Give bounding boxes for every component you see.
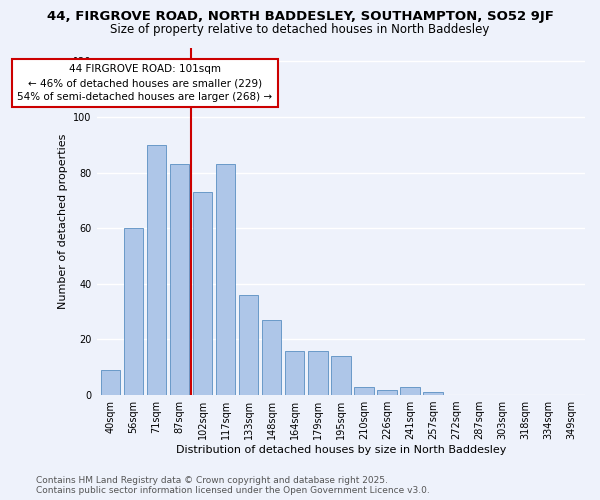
Text: 44, FIRGROVE ROAD, NORTH BADDESLEY, SOUTHAMPTON, SO52 9JF: 44, FIRGROVE ROAD, NORTH BADDESLEY, SOUT… [47,10,553,23]
Bar [101,370,120,395]
X-axis label: Distribution of detached houses by size in North Baddesley: Distribution of detached houses by size … [176,445,506,455]
Text: 44 FIRGROVE ROAD: 101sqm
← 46% of detached houses are smaller (229)
54% of semi-: 44 FIRGROVE ROAD: 101sqm ← 46% of detach… [17,64,272,102]
Bar [285,350,304,395]
Bar [170,164,189,395]
Text: Contains HM Land Registry data © Crown copyright and database right 2025.
Contai: Contains HM Land Registry data © Crown c… [36,476,430,495]
Bar [354,386,374,395]
Bar [331,356,350,395]
Bar [308,350,328,395]
Text: Size of property relative to detached houses in North Baddesley: Size of property relative to detached ho… [110,22,490,36]
Bar [146,145,166,395]
Bar [400,386,419,395]
Bar [216,164,235,395]
Y-axis label: Number of detached properties: Number of detached properties [58,134,68,309]
Bar [124,228,143,395]
Bar [377,390,397,395]
Bar [193,192,212,395]
Bar [239,295,259,395]
Bar [423,392,443,395]
Bar [262,320,281,395]
